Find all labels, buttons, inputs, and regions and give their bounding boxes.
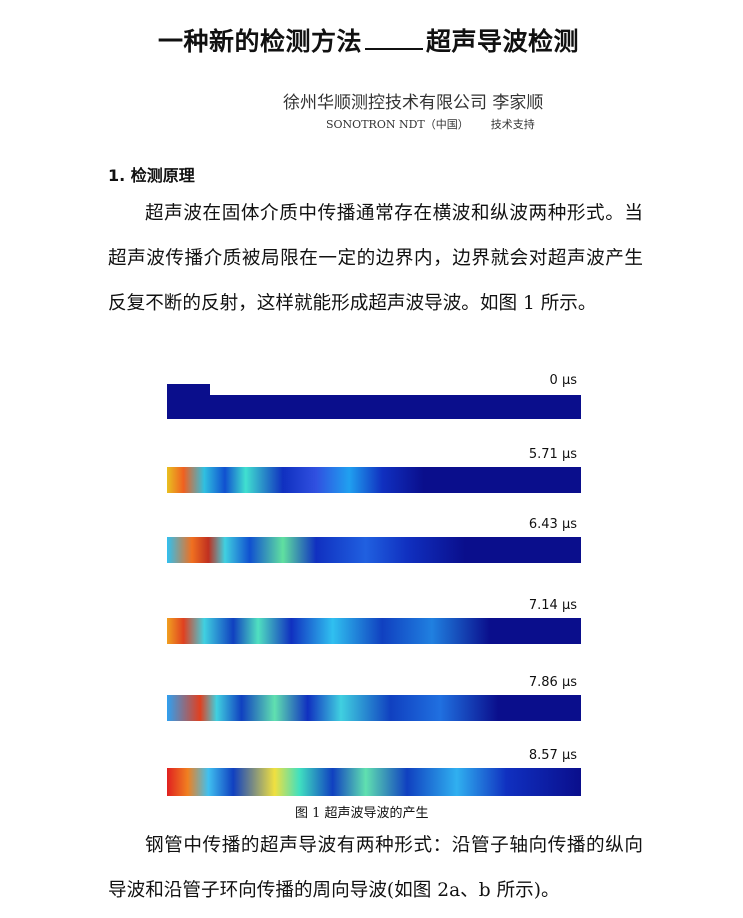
frame-1-image — [167, 467, 581, 493]
title-part-2: 超声导波检测 — [426, 27, 580, 56]
support-company: SONOTRON NDT（中国） — [326, 118, 469, 131]
frame-0-time: 0 μs — [549, 373, 577, 388]
frame-0-image — [167, 395, 581, 419]
paragraph-2-text: 钢管中传播的超声导波有两种形式：沿管子轴向传播的纵向导波和沿管子环向传播的周向导… — [108, 835, 643, 901]
frame-4-time: 7.86 μs — [528, 675, 577, 690]
paragraph-1-text: 超声波在固体介质中传播通常存在横波和纵波两种形式。当超声波传播介质被局限在一定的… — [108, 203, 643, 314]
section-heading: 1. 检测原理 — [108, 166, 195, 185]
paragraph-2: 钢管中传播的超声导波有两种形式：沿管子轴向传播的纵向导波和沿管子环向传播的周向导… — [108, 823, 643, 913]
figure-caption: 图 1 超声波导波的产生 — [295, 806, 429, 821]
frame-1-time: 5.71 μs — [528, 447, 577, 462]
title-underline — [365, 26, 424, 50]
transducer-block — [167, 384, 210, 396]
support-line: SONOTRON NDT（中国） 技术支持 — [326, 116, 535, 132]
title-part-1: 一种新的检测方法 — [158, 27, 363, 56]
author-line: 徐州华顺测控技术有限公司 李家顺 — [283, 93, 544, 113]
frame-3-image — [167, 618, 581, 644]
frame-2-time: 6.43 μs — [528, 517, 577, 532]
frame-3-time: 7.14 μs — [528, 598, 577, 613]
document-title: 一种新的检测方法 超声导波检测 — [158, 22, 579, 58]
support-note: 技术支持 — [490, 118, 535, 131]
frame-5-time: 8.57 μs — [528, 748, 577, 763]
paragraph-1: 超声波在固体介质中传播通常存在横波和纵波两种形式。当超声波传播介质被局限在一定的… — [108, 191, 643, 326]
frame-2-image — [167, 537, 581, 563]
frame-4-image — [167, 695, 581, 721]
frame-5-image — [167, 768, 581, 796]
